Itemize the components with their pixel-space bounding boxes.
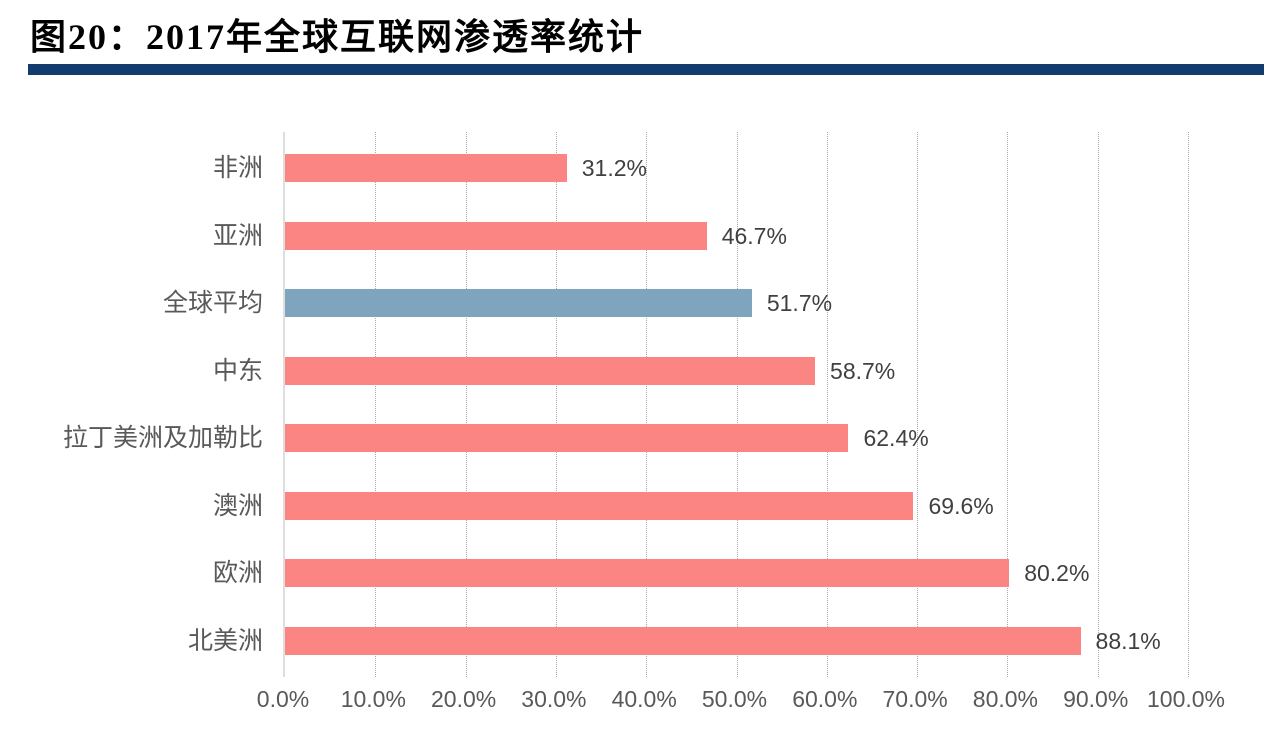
value-label: 31.2%	[581, 155, 647, 181]
category-label: 欧洲	[212, 559, 263, 587]
value-label: 46.7%	[721, 222, 787, 249]
value-label: 58.7%	[830, 357, 896, 384]
bar	[285, 221, 707, 250]
x-tick-label: 40.0%	[611, 686, 677, 712]
gridline	[465, 132, 467, 677]
x-tick-label: 30.0%	[521, 686, 587, 712]
category-label: 亚洲	[212, 221, 263, 250]
value-label: 69.6%	[928, 492, 994, 519]
x-tick-label: 60.0%	[792, 686, 858, 712]
title-underline-rule	[28, 64, 1264, 75]
value-label: 51.7%	[766, 290, 833, 316]
x-tick-label: 10.0%	[340, 686, 406, 712]
bar	[285, 154, 567, 182]
x-tick-label: 70.0%	[882, 686, 948, 712]
value-label: 88.1%	[1095, 627, 1161, 654]
plot-area: 31.2% 46.7% 51.7% 58.7% 62.4% 69.6% 80.2% 88.1%	[283, 132, 1189, 677]
bar-highlight	[285, 289, 752, 317]
gridline	[375, 132, 377, 677]
x-tick-label: 80.0%	[972, 686, 1038, 712]
bar	[285, 491, 914, 520]
bar	[285, 626, 1081, 655]
category-label: 非洲	[212, 154, 263, 182]
bar	[285, 356, 816, 385]
gridline	[646, 132, 648, 677]
x-tick-label: 0.0%	[256, 686, 310, 712]
gridline	[1007, 132, 1009, 677]
category-label: 澳洲	[212, 491, 263, 520]
category-label: 北美洲	[187, 626, 263, 655]
category-label: 中东	[212, 356, 263, 385]
value-label: 62.4%	[863, 425, 929, 451]
gridline	[555, 132, 557, 677]
category-label: 全球平均	[162, 289, 263, 317]
x-tick-label: 90.0%	[1063, 686, 1129, 712]
gridline	[736, 132, 738, 677]
value-label: 80.2%	[1024, 560, 1090, 586]
x-tick-label: 20.0%	[430, 686, 497, 712]
x-tick-label: 100.0%	[1146, 686, 1226, 712]
gridline	[917, 132, 919, 677]
category-label: 拉丁美洲及加勒比	[62, 424, 263, 452]
bar	[285, 424, 849, 452]
gridline	[826, 132, 828, 677]
gridline	[1097, 132, 1099, 677]
gridline	[1188, 132, 1189, 677]
x-tick-label: 50.0%	[701, 686, 768, 712]
bar	[285, 559, 1010, 587]
figure-title: 图20：2017年全球互联网渗透率统计	[30, 17, 645, 57]
